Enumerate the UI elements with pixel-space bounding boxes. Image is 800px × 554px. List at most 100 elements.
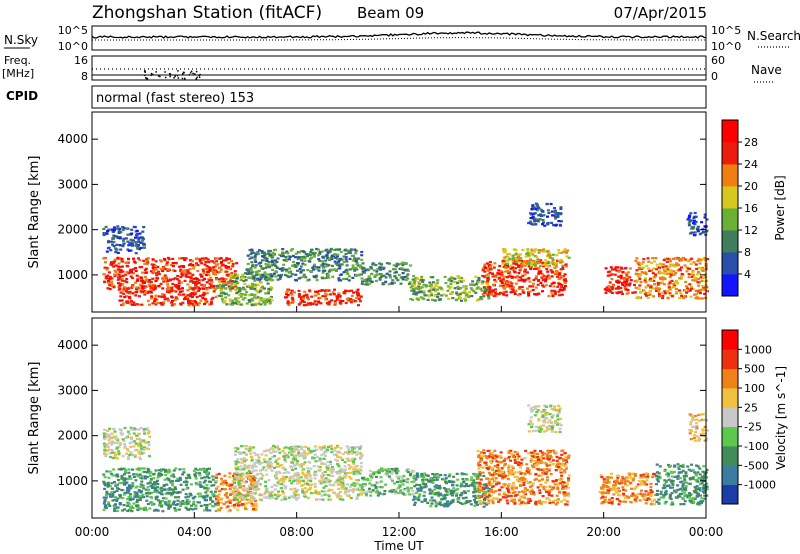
power-cell: [289, 249, 293, 252]
velocity-cell: [181, 502, 184, 505]
velocity-cell: [283, 468, 287, 471]
velocity-cell: [293, 496, 297, 499]
velocity-cell: [327, 446, 330, 449]
power-cell: [686, 287, 690, 290]
power-cell: [701, 269, 705, 272]
power-cell: [608, 274, 612, 277]
velocity-cell: [481, 486, 485, 489]
power-cell: [354, 266, 358, 269]
power-cell: [135, 286, 139, 289]
velocity-cell: [184, 506, 188, 509]
velocity-cell: [344, 451, 347, 454]
power-cell: [493, 291, 497, 294]
velocity-cell: [303, 451, 307, 454]
power-cell: [122, 237, 126, 240]
power-cell: [110, 280, 114, 283]
nave-dip-dot: [199, 73, 201, 76]
power-cell: [297, 303, 301, 306]
power-cell: [201, 258, 205, 261]
power-cell: [535, 219, 539, 222]
power-cell: [184, 273, 188, 276]
power-cell: [203, 302, 206, 306]
power-cell: [282, 263, 286, 266]
power-cell: [656, 283, 660, 286]
velocity-cell: [341, 479, 345, 482]
velocity-cell: [306, 471, 310, 474]
power-cell: [411, 287, 415, 290]
power-cell: [287, 270, 291, 274]
power-cell: [140, 303, 144, 306]
velocity-cell: [144, 509, 148, 512]
velocity-cell: [341, 477, 345, 480]
power-cell: [488, 288, 492, 291]
power-cell: [359, 295, 363, 298]
velocity-cell: [257, 488, 261, 491]
velocity-cell: [326, 473, 330, 476]
power-cell: [229, 300, 232, 303]
velocity-cell: [360, 493, 363, 496]
velocity-cell: [239, 469, 242, 472]
velocity-cell: [356, 482, 360, 485]
velocity-cell: [123, 508, 127, 511]
power-cell: [107, 239, 111, 243]
power-cell: [611, 268, 614, 271]
power-cell: [239, 278, 243, 282]
power-cell: [321, 256, 325, 259]
velocity-cell: [250, 470, 254, 474]
velocity-cell: [322, 486, 326, 489]
power-cell: [614, 287, 618, 290]
velocity-cell: [247, 469, 251, 473]
velocity-cell: [317, 459, 321, 462]
power-cell: [615, 292, 619, 295]
power-cell: [254, 270, 258, 274]
power-cell: [260, 250, 264, 253]
power-cell: [132, 257, 135, 260]
velocity-cell: [118, 442, 122, 445]
power-cell: [685, 270, 689, 273]
velocity-cell: [445, 493, 449, 496]
power-cell: [210, 279, 214, 282]
power-cell: [325, 263, 329, 266]
velocity-cell: [299, 465, 303, 468]
velocity-cell: [138, 452, 142, 456]
power-cell: [112, 265, 116, 268]
power-cell: [272, 254, 276, 257]
power-cell: [481, 280, 485, 283]
velocity-cell: [350, 489, 354, 492]
power-cell: [138, 283, 142, 286]
power-cell: [666, 257, 670, 260]
power-cell: [325, 301, 329, 304]
power-cell: [546, 274, 550, 277]
power-cell: [554, 217, 558, 220]
velocity-cell: [268, 497, 272, 500]
power-cell: [160, 303, 164, 306]
velocity-cell: [188, 476, 192, 479]
power-cell: [248, 249, 252, 252]
power-cell: [145, 258, 149, 261]
power-cell: [560, 284, 564, 287]
velocity-cell: [108, 427, 112, 430]
power-cell: [673, 265, 677, 268]
nave-dip-dot: [143, 70, 146, 72]
power-cell: [327, 257, 331, 261]
velocity-cell: [309, 477, 313, 480]
velocity-cell: [412, 498, 416, 501]
power-cell: [354, 252, 358, 255]
velocity-cell: [142, 428, 146, 431]
power-cell: [315, 267, 319, 271]
power-cell: [166, 269, 170, 272]
colorbar-tick-label: 28: [744, 136, 758, 149]
power-cell: [677, 257, 681, 260]
nave-dip-dot: [181, 72, 184, 75]
velocity-cell: [114, 483, 118, 486]
noise-right-tick-bottom: 10^0: [711, 40, 741, 53]
power-cell: [197, 279, 201, 282]
velocity-cell: [133, 428, 137, 431]
power-cell: [270, 299, 274, 302]
power-cell: [345, 260, 349, 263]
velocity-cell: [339, 447, 343, 450]
velocity-cell: [147, 430, 151, 433]
power-cell: [360, 258, 364, 261]
velocity-cell: [110, 442, 114, 445]
velocity-cell: [257, 458, 261, 461]
